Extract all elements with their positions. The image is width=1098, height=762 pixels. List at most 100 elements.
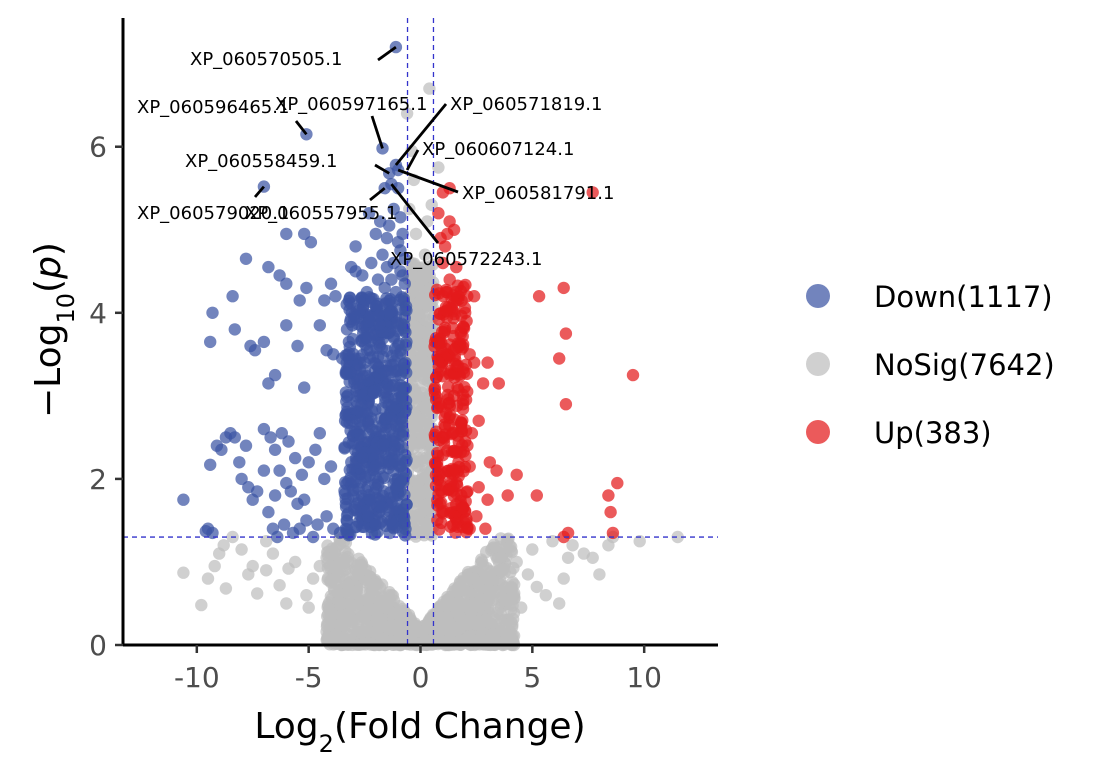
- annotation-label: XP_060571819.1: [450, 94, 602, 115]
- point-down: [257, 422, 271, 436]
- point-down: [206, 526, 219, 540]
- y-tick-label: 2: [89, 463, 107, 496]
- point-nosig: [515, 601, 528, 614]
- point-nosig: [485, 628, 498, 642]
- point-down: [298, 227, 311, 241]
- point-up: [532, 290, 546, 303]
- point-up: [428, 381, 442, 394]
- point-nosig: [494, 607, 507, 621]
- point-down: [341, 492, 355, 505]
- point-nosig: [494, 584, 508, 598]
- annotation-label: XP_060596465.1: [137, 97, 289, 118]
- point-down: [398, 488, 411, 502]
- point-down: [377, 485, 391, 498]
- point-down: [280, 227, 293, 241]
- point-up: [437, 436, 451, 450]
- point-nosig: [321, 601, 334, 614]
- point-nosig: [406, 269, 419, 283]
- point-down: [206, 306, 219, 319]
- point-down: [378, 281, 391, 295]
- point-down: [262, 260, 275, 274]
- point-up: [463, 460, 476, 473]
- point-up: [448, 343, 461, 356]
- point-up: [460, 512, 473, 526]
- point-nosig: [360, 593, 373, 606]
- point-up: [468, 290, 481, 303]
- point-down: [388, 454, 401, 467]
- point-nosig: [491, 552, 504, 566]
- point-down: [356, 269, 369, 282]
- point-nosig: [505, 544, 518, 557]
- point-up: [450, 476, 463, 490]
- point-nosig: [342, 547, 355, 561]
- annotation-7: XP_060581791.1: [397, 168, 614, 204]
- point-up: [443, 408, 457, 421]
- point-nosig: [260, 535, 273, 548]
- point-up: [447, 223, 461, 236]
- point-up: [559, 398, 573, 411]
- point-down: [302, 456, 315, 469]
- point-down: [377, 438, 390, 451]
- point-down: [293, 522, 306, 535]
- point-down: [397, 358, 411, 371]
- point-down: [359, 471, 372, 484]
- point-nosig: [412, 390, 425, 403]
- point-nosig: [329, 576, 342, 589]
- point-down: [324, 277, 338, 290]
- point-down: [391, 316, 405, 330]
- point-nosig: [510, 555, 523, 569]
- x-tick-label: -10: [174, 661, 220, 694]
- point-down: [400, 335, 413, 349]
- point-down: [362, 331, 376, 344]
- point-up: [461, 485, 474, 498]
- point-down: [354, 429, 367, 442]
- point-down: [284, 485, 297, 498]
- point-down: [273, 464, 286, 477]
- point-nosig: [320, 620, 334, 633]
- point-down: [374, 500, 387, 513]
- legend-swatch-down: [806, 284, 830, 308]
- point-up: [436, 256, 450, 270]
- legend: Down(1117) NoSig(7642) Up(383): [806, 280, 1055, 450]
- point-nosig: [417, 372, 431, 385]
- annotation-9: XP_060557955.1: [245, 187, 397, 224]
- point-down: [385, 412, 398, 426]
- point-up: [429, 371, 443, 384]
- point-down: [228, 431, 241, 444]
- point-down: [320, 510, 333, 523]
- point-down: [341, 389, 355, 402]
- point-down: [390, 502, 403, 515]
- point-up: [432, 360, 445, 373]
- point-nosig: [266, 547, 280, 560]
- point-down: [387, 256, 400, 270]
- annotation-leader-line: [405, 149, 420, 171]
- point-down: [239, 252, 253, 265]
- point-down: [399, 303, 412, 316]
- point-nosig: [385, 588, 398, 602]
- point-nosig: [586, 551, 599, 564]
- point-nosig: [526, 543, 539, 556]
- point-up: [479, 522, 492, 535]
- legend-item-nosig: NoSig(7642): [806, 348, 1055, 382]
- point-up: [432, 313, 445, 326]
- point-nosig: [393, 636, 406, 649]
- point-nosig: [503, 593, 517, 606]
- point-down: [373, 318, 386, 331]
- point-down: [268, 489, 282, 502]
- annotation-label: XP_060607124.1: [422, 139, 574, 160]
- point-down: [347, 483, 361, 496]
- annotation-label: XP_060579020.1: [137, 203, 289, 224]
- point-up: [456, 398, 470, 411]
- point-down: [298, 381, 311, 394]
- point-down: [277, 518, 291, 531]
- point-up: [559, 327, 573, 340]
- point-down: [291, 339, 304, 353]
- legend-swatch-up: [806, 420, 830, 444]
- point-nosig: [433, 612, 446, 625]
- point-nosig: [432, 627, 445, 640]
- series-up: [428, 182, 640, 544]
- point-up: [442, 396, 456, 410]
- point-up: [553, 352, 566, 365]
- point-down: [262, 505, 275, 519]
